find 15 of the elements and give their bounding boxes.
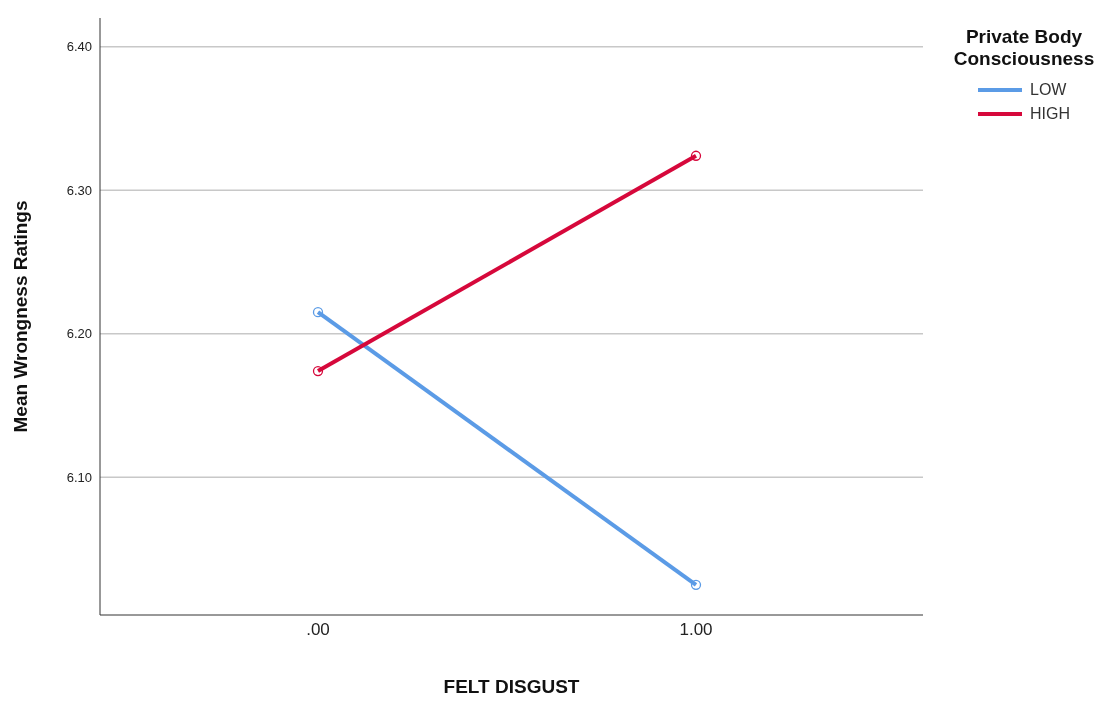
legend-label: HIGH	[1030, 105, 1070, 123]
point	[312, 307, 324, 318]
y-tick-label: 6.10	[66, 469, 92, 485]
y-axis-title: Mean Wrongness Ratings	[9, 200, 31, 433]
x-axis-title: FELT DISGUST	[443, 676, 580, 697]
point	[690, 150, 702, 161]
point	[690, 579, 702, 591]
x-tick-label: .00	[306, 620, 330, 640]
x-tick-label: 1.00	[679, 620, 713, 640]
legend-title: Private Body Consciousness	[952, 26, 1096, 70]
point	[312, 365, 324, 377]
y-tick-label: 6.20	[66, 326, 92, 342]
legend-label: LOW	[1030, 81, 1067, 99]
y-tick-label: 6.40	[66, 39, 92, 55]
y-tick-label: 6.30	[66, 182, 92, 198]
